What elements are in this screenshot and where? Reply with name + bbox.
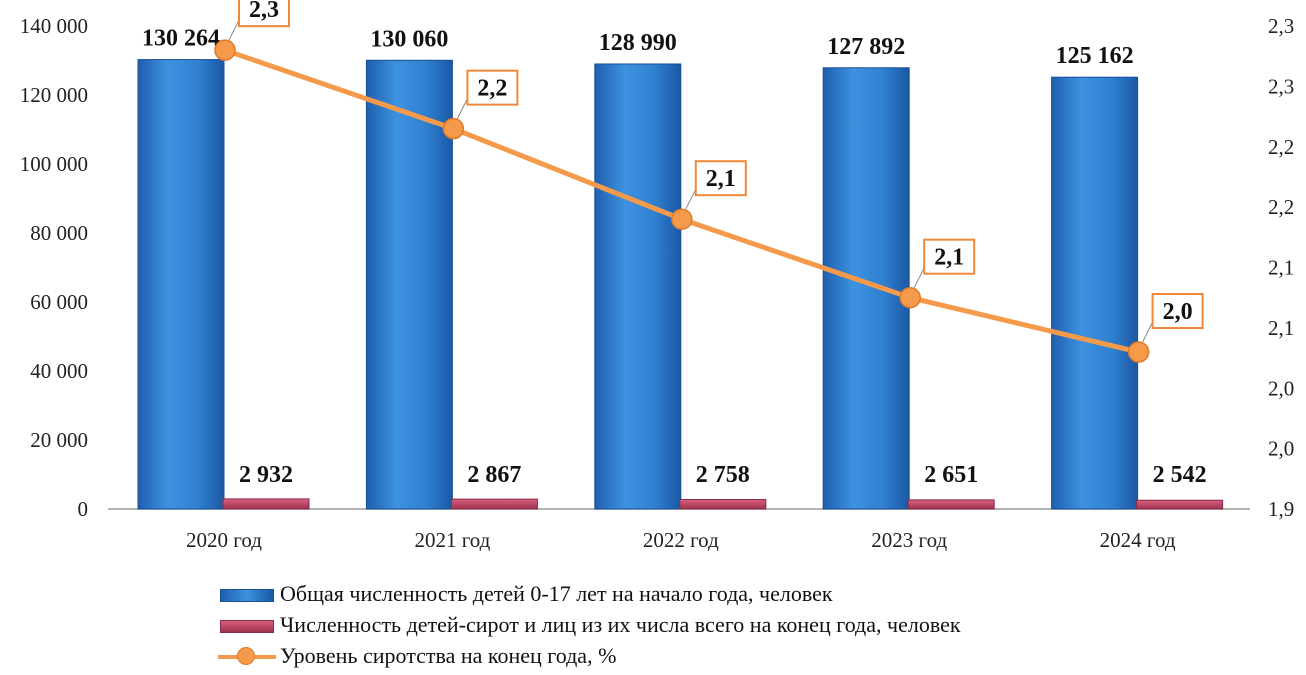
orphanhood-rate-point [671,208,693,230]
bar-total-children [594,63,682,510]
orphanhood-rate-label-box [466,69,519,106]
orphanhood-rate-point [1127,341,1150,363]
y-left-tick-label: 100 000 [20,152,88,176]
x-tick-label: 2022 год [643,528,719,552]
x-tick-label: 2024 год [1100,528,1176,552]
y-left-tick-label: 0 [78,497,89,521]
bar-total-children-label: 128 990 [599,30,677,56]
orphanhood-rate-point [214,39,236,61]
y-right-tick-label: 2,1 [1268,256,1294,280]
y-right-tick-label: 2,1 [1268,316,1294,340]
legend-label-orphanhood-rate: Уровень сиротства на конец года, % [280,642,617,668]
orphanhood-rate-point [899,286,921,309]
chart-plot: 0 20 000 40 000 60 000 80 000 100 000 120 000 1… [20,0,1294,552]
orphanhood-rate-label-box [694,160,747,197]
orphanhood-rate-label: 2,3 [249,0,279,23]
legend-item-orphans: Численность детей-сирот и лиц из их числ… [218,609,961,640]
y-right-tick-label: 2,3 [1268,74,1294,98]
bar-total-children [137,59,225,510]
legend-label-total-children: Общая численность детей 0-17 лет на нача… [280,580,833,606]
bar-total-children [822,67,910,510]
y-right-tick-label: 2,0 [1268,437,1294,461]
legend-item-orphanhood-rate: Уровень сиротства на конец года, % [218,640,961,671]
y-right-tick-label: 2,0 [1268,376,1294,400]
orphanhood-rate-label-box [1151,293,1204,330]
y-left-tick-label: 60 000 [30,290,88,314]
orphanhood-rate-label: 2,1 [706,166,736,192]
orphanhood-rate-label-box [923,238,976,275]
bar-total-children-label: 125 162 [1056,43,1134,69]
orphanhood-rate-callout-leader [913,267,925,288]
legend-swatch-orphans [218,613,276,637]
orphanhood-rate-callout-leader [1142,321,1154,343]
y-right-tick-label: 2,2 [1268,135,1294,159]
bar-orphans-label: 2 932 [239,462,293,488]
legend-label-orphans: Численность детей-сирот и лиц из их числ… [280,611,961,637]
x-tick-label: 2021 год [414,528,490,552]
bar-total-children [365,59,453,510]
bar-orphans-label: 2 758 [696,462,750,488]
y-right-tick-label: 2,3 [1268,14,1294,38]
orphanhood-rate-callout-leader [685,188,697,210]
legend-swatch-orphanhood-rate [218,644,276,668]
y-left-tick-label: 80 000 [30,221,88,245]
y-right-tick-label: 1,9 [1268,497,1294,521]
bar-total-children-label: 127 892 [827,34,905,60]
y-left-tick-label: 40 000 [30,359,88,383]
x-tick-label: 2020 год [186,528,262,552]
legend-swatch-total-children [218,582,276,606]
y-right-tick-label: 2,2 [1268,195,1294,219]
bar-orphans [450,498,538,510]
y-left-tick-label: 140 000 [20,14,88,38]
bar-orphans [907,499,995,510]
bar-orphans [222,498,310,510]
orphanhood-rate-label: 2,0 [1163,299,1193,325]
orphanhood-rate-callout-leader [456,98,468,119]
y-left-tick-label: 120 000 [20,83,88,107]
orphanhood-rate-label-box [238,0,290,28]
legend: Общая численность детей 0-17 лет на нача… [218,578,961,671]
bar-orphans-label: 2 542 [1153,462,1207,488]
orphanhood-rate-line [224,47,1140,355]
orphanhood-rate-label: 2,1 [934,245,964,271]
bar-total-children [1051,76,1139,510]
orphanhood-rate-point [442,117,465,140]
orphanhood-rate-callout-leader [228,19,240,41]
bar-orphans [679,498,767,510]
bar-total-children-label: 130 264 [142,26,220,52]
bar-orphans-label: 2 867 [467,462,521,488]
orphanhood-rate-label: 2,2 [477,76,507,102]
bar-total-children-label: 130 060 [370,26,448,52]
x-tick-label: 2023 год [871,528,947,552]
bar-orphans-label: 2 651 [924,462,978,488]
y-left-tick-label: 20 000 [30,428,88,452]
bar-orphans [1136,499,1224,510]
legend-item-total-children: Общая численность детей 0-17 лет на нача… [218,578,961,609]
